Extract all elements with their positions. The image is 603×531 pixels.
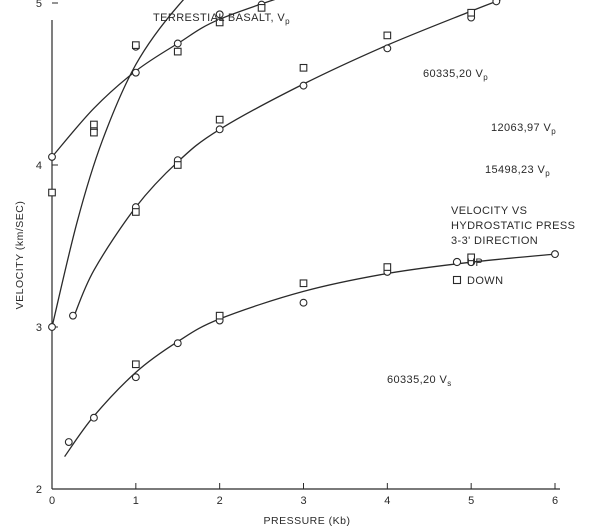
axes	[51, 20, 560, 490]
point-down-12063-97-vp	[257, 4, 266, 12]
series-label-main: 60335,20 V	[387, 374, 448, 386]
point-down-60335-20-vs	[467, 253, 476, 262]
legend-title-line-2: HYDROSTATIC PRESS	[451, 220, 575, 232]
legend-title-line-1: VELOCITY VS	[451, 205, 527, 217]
series-label-subscript: s	[447, 379, 451, 388]
point-up-12063-97-vp	[173, 39, 182, 48]
series-label-main: 12063,97 V	[491, 122, 552, 134]
point-up-60335-20-vs	[173, 339, 182, 348]
point-up-15498-23-vp	[69, 311, 77, 320]
legend-title-line-3: 3-3' DIRECTION	[451, 235, 538, 247]
x-tick-label: 1	[133, 495, 139, 507]
point-down-15498-23-vp	[383, 31, 392, 40]
point-down-12063-97-vp	[173, 47, 182, 56]
legend-entry-down: DOWN	[467, 275, 503, 287]
point-down-15498-23-vp	[215, 115, 224, 124]
x-axis-title: PRESSURE (Kb)	[263, 515, 350, 527]
y-tick-label: 4	[36, 160, 42, 172]
point-up-60335-20-vs	[299, 298, 308, 307]
point-up-15498-23-vp	[383, 44, 392, 53]
point-down-60335-20-vs	[215, 311, 224, 320]
series-label-main: TERRESTIAL BASALT, V	[153, 12, 285, 24]
series-label-subscript: p	[483, 73, 488, 82]
series-label-main: 60335,20 V	[423, 68, 484, 80]
series-label-subscript: p	[551, 127, 556, 136]
series-label-60335-20-vp: 60335,20 Vp	[423, 68, 488, 82]
series-label-12063-97-vp: 12063,97 Vp	[491, 122, 556, 136]
point-down-12063-97-vp	[48, 188, 56, 197]
point-down-60335-20-vp	[131, 41, 140, 49]
point-down-12063-97-vp	[90, 128, 98, 137]
curve-60335-20-vp	[51, 0, 185, 328]
x-tick-label: 5	[468, 495, 474, 507]
point-up-60335-20-vs	[89, 413, 98, 422]
series-label-60335-20-vs: 60335,20 Vs	[387, 374, 452, 388]
point-down-60335-20-vs	[299, 279, 308, 288]
point-up-60335-20-vs	[131, 373, 140, 382]
legend-square-marker	[452, 275, 462, 285]
x-tick-label: 3	[300, 495, 306, 507]
y-tick-label: 3	[36, 322, 42, 334]
curve-15498-23-vp	[72, 0, 501, 320]
point-down-15498-23-vp	[173, 161, 182, 169]
point-down-15498-23-vp	[467, 8, 476, 17]
y-axis-title: VELOCITY (km/SEC)	[14, 201, 26, 310]
x-tick-label: 2	[217, 495, 223, 507]
legend-circle-marker	[452, 257, 462, 267]
legend-entry-up: UP	[467, 257, 483, 269]
point-down-60335-20-vs	[131, 360, 140, 369]
series-label-terrestial-basalt-vp: TERRESTIAL BASALT, Vp	[153, 12, 290, 26]
point-up-15498-23-vp	[215, 125, 224, 134]
legend: VELOCITY VS HYDROSTATIC PRESS 3-3' DIREC…	[451, 205, 575, 287]
series-label-main: 15498,23 V	[485, 164, 546, 176]
point-down-12063-97-vp	[215, 18, 224, 27]
point-up-15498-23-vp	[299, 81, 308, 90]
point-up-12063-97-vp	[215, 10, 224, 19]
y-tick-label: 5	[36, 0, 42, 10]
x-tick-label: 6	[552, 495, 558, 507]
series-label-15498-23-vp: 15498,23 Vp	[485, 164, 550, 178]
point-up-12063-97-vp	[48, 152, 56, 161]
point-up-60335-20-vs	[64, 438, 73, 446]
point-up-15498-23-vp	[492, 0, 501, 6]
point-down-60335-20-vs	[383, 263, 392, 271]
x-tick-label: 0	[49, 495, 55, 507]
x-tick-label: 4	[384, 495, 390, 507]
point-up-12063-97-vp	[131, 68, 140, 77]
series-label-subscript: p	[545, 169, 550, 178]
point-up-60335-20-vp	[48, 323, 56, 331]
point-down-15498-23-vp	[299, 63, 308, 72]
y-tick-label: 2	[36, 484, 42, 496]
series-label-subscript: p	[285, 17, 290, 26]
point-down-15498-23-vp	[131, 208, 140, 216]
curve-12063-97-vp	[51, 0, 276, 158]
point-down-60335-20-vp	[90, 120, 98, 129]
point-up-60335-20-vs	[551, 250, 559, 259]
ticks: 012345623456	[36, 0, 558, 507]
data-points	[48, 0, 559, 446]
